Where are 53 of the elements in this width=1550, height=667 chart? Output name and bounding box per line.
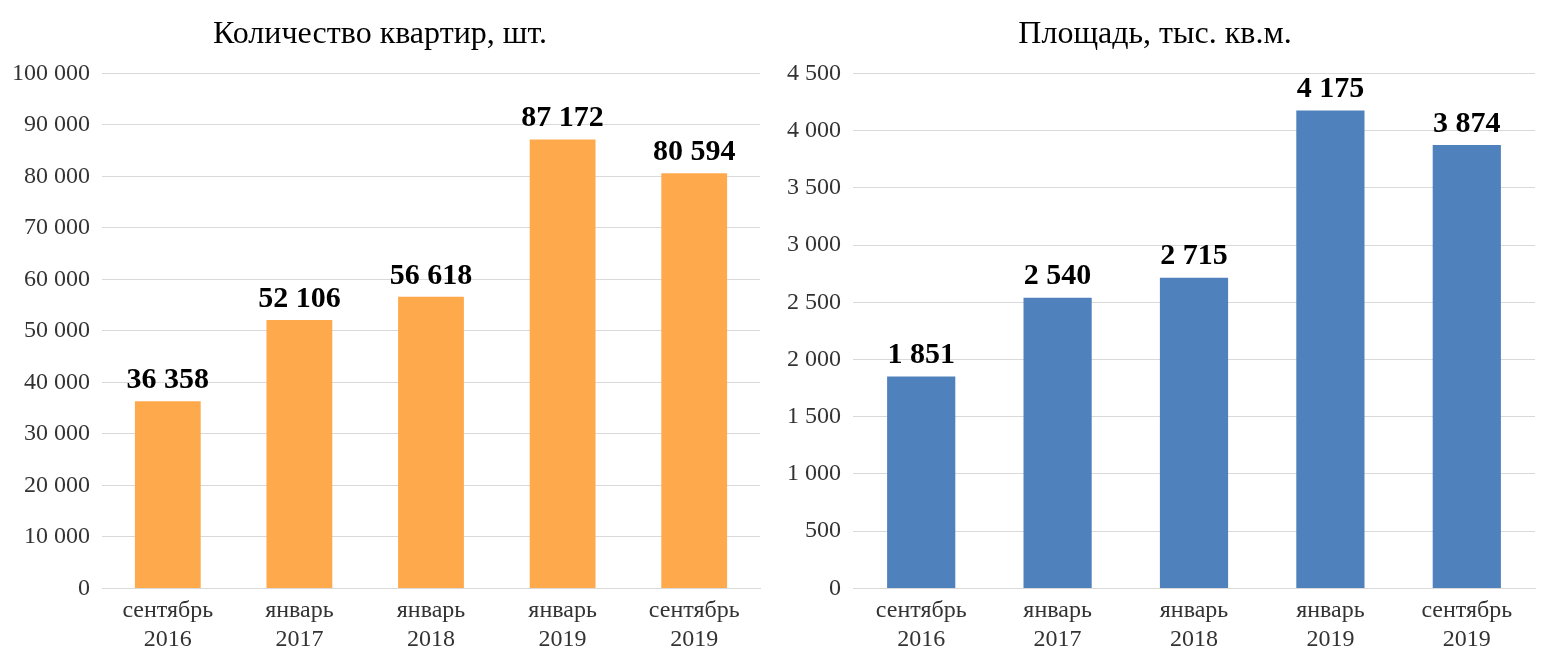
bar xyxy=(266,320,333,588)
data-label: 1 851 xyxy=(887,336,955,370)
y-tick-label: 10 000 xyxy=(24,522,90,549)
data-label: 4 175 xyxy=(1296,70,1365,104)
data-label: 3 874 xyxy=(1433,104,1501,138)
x-tick-label: январь 2017 xyxy=(1023,596,1092,651)
data-label: 2 715 xyxy=(1160,237,1228,271)
bar xyxy=(134,401,201,588)
x-tick-label: сентябрь 2019 xyxy=(648,596,740,651)
y-tick-label: 1 500 xyxy=(787,402,841,429)
y-tick-label: 50 000 xyxy=(24,316,90,343)
bar xyxy=(661,173,728,588)
data-label: 80 594 xyxy=(652,133,736,167)
x-tick-label: сентябрь 2016 xyxy=(875,596,967,651)
data-label: 87 172 xyxy=(521,99,604,133)
bar xyxy=(529,139,596,588)
x-tick-label: январь 2018 xyxy=(396,596,466,651)
x-tick-label: сентябрь 2019 xyxy=(1421,596,1513,651)
y-tick-label: 3 500 xyxy=(787,173,841,200)
x-tick-label: январь 2018 xyxy=(1159,596,1229,651)
y-tick-label: 30 000 xyxy=(24,419,90,446)
y-tick-label: 500 xyxy=(805,516,841,543)
chart-title: Площадь, тыс. кв.м. xyxy=(1018,13,1292,50)
data-label: 56 618 xyxy=(389,256,473,290)
data-label: 52 106 xyxy=(258,279,341,313)
y-tick-label: 40 000 xyxy=(24,367,90,394)
y-tick-label: 2 000 xyxy=(787,344,841,371)
bar xyxy=(1159,277,1229,588)
y-tick-label: 4 500 xyxy=(787,58,841,85)
y-tick-label: 4 000 xyxy=(787,115,841,142)
x-tick-label: сентябрь 2016 xyxy=(122,596,214,651)
chart-title: Количество квартир, шт. xyxy=(213,13,547,50)
x-tick-label: январь 2019 xyxy=(1296,596,1365,651)
y-tick-label: 2 500 xyxy=(787,287,841,314)
y-tick-label: 3 000 xyxy=(787,230,841,257)
y-tick-label: 80 000 xyxy=(24,161,90,188)
y-tick-label: 0 xyxy=(78,573,90,600)
bar xyxy=(1023,297,1092,588)
x-tick-label: январь 2019 xyxy=(528,596,597,651)
y-tick-label: 100 000 xyxy=(12,58,90,85)
y-tick-label: 1 000 xyxy=(787,459,841,486)
data-label: 2 540 xyxy=(1023,257,1092,291)
bar xyxy=(887,376,956,588)
x-tick-label: январь 2017 xyxy=(265,596,334,651)
y-tick-label: 90 000 xyxy=(24,110,90,137)
y-tick-label: 20 000 xyxy=(24,470,90,497)
bar xyxy=(398,296,464,588)
data-label: 36 358 xyxy=(126,360,210,394)
y-tick-label: 70 000 xyxy=(24,213,90,240)
bar xyxy=(1296,110,1365,588)
y-tick-label: 60 000 xyxy=(24,264,90,291)
bar xyxy=(1432,145,1501,588)
y-tick-label: 0 xyxy=(829,573,841,600)
